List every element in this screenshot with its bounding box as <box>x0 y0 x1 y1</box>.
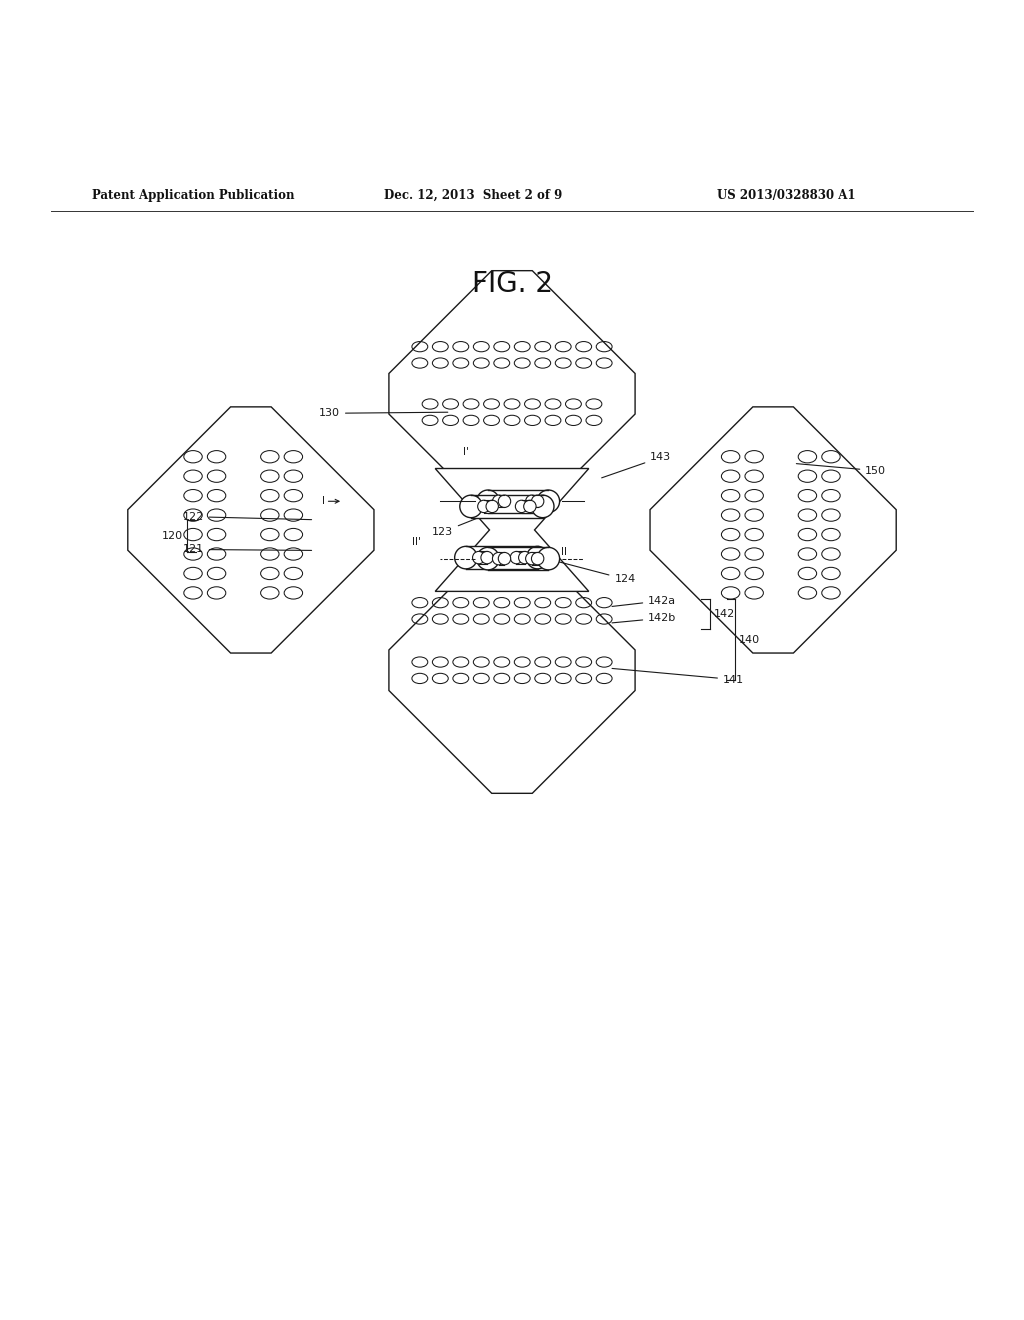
Ellipse shape <box>493 553 505 565</box>
Polygon shape <box>650 407 896 653</box>
Ellipse shape <box>493 495 505 507</box>
Text: Dec. 12, 2013  Sheet 2 of 9: Dec. 12, 2013 Sheet 2 of 9 <box>384 189 562 202</box>
Bar <box>521 500 529 512</box>
Text: US 2013/0328830 A1: US 2013/0328830 A1 <box>717 189 855 202</box>
Text: FIG. 2: FIG. 2 <box>471 271 553 298</box>
Ellipse shape <box>477 500 490 512</box>
Text: Patent Application Publication: Patent Application Publication <box>92 189 295 202</box>
Ellipse shape <box>477 548 500 570</box>
Polygon shape <box>389 548 635 793</box>
Text: 141: 141 <box>612 668 744 685</box>
Text: II: II <box>561 548 567 557</box>
Bar <box>488 548 548 570</box>
Ellipse shape <box>515 500 527 512</box>
Bar <box>479 552 487 564</box>
Text: 150: 150 <box>797 463 887 475</box>
Ellipse shape <box>526 546 549 569</box>
Bar <box>488 490 548 512</box>
Ellipse shape <box>531 495 554 517</box>
Text: 121: 121 <box>182 544 311 554</box>
Bar <box>516 552 524 564</box>
Text: I': I' <box>463 447 469 457</box>
Polygon shape <box>435 469 589 591</box>
Bar <box>499 553 505 565</box>
Polygon shape <box>389 271 635 517</box>
Ellipse shape <box>499 495 511 507</box>
Bar <box>531 553 538 565</box>
Ellipse shape <box>525 553 538 565</box>
Text: 142a: 142a <box>612 595 676 606</box>
Bar <box>466 546 538 569</box>
Bar <box>484 500 493 512</box>
Ellipse shape <box>525 495 538 507</box>
Bar <box>531 495 538 507</box>
Ellipse shape <box>472 552 485 564</box>
Ellipse shape <box>510 552 522 564</box>
Ellipse shape <box>518 552 531 564</box>
Ellipse shape <box>477 490 500 512</box>
Text: 120: 120 <box>162 531 183 541</box>
Ellipse shape <box>499 553 511 565</box>
Ellipse shape <box>537 548 559 570</box>
Ellipse shape <box>537 490 559 512</box>
Ellipse shape <box>455 546 477 569</box>
Ellipse shape <box>460 495 482 517</box>
Text: 122: 122 <box>182 512 311 521</box>
Text: 123: 123 <box>432 507 504 537</box>
Ellipse shape <box>531 495 544 507</box>
Text: 142: 142 <box>714 609 735 619</box>
Ellipse shape <box>531 553 544 565</box>
Text: 143: 143 <box>602 453 672 478</box>
Text: I: I <box>322 496 325 507</box>
Bar <box>499 495 505 507</box>
Text: 130: 130 <box>318 408 447 418</box>
Ellipse shape <box>486 500 499 512</box>
Polygon shape <box>128 407 374 653</box>
Bar <box>471 495 543 517</box>
Ellipse shape <box>481 552 494 564</box>
Text: 142b: 142b <box>612 612 677 623</box>
Text: 124: 124 <box>546 558 636 585</box>
Ellipse shape <box>523 500 537 512</box>
Text: 140: 140 <box>739 635 761 644</box>
Text: II': II' <box>412 537 421 548</box>
